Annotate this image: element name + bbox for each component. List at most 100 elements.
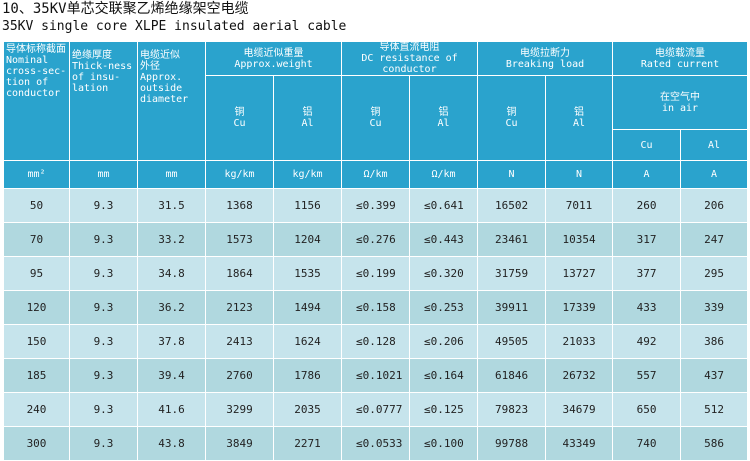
table-cell: 3849 (205, 426, 274, 461)
table-cell: ≤0.125 (408, 392, 479, 427)
table-cell: 31.5 (137, 188, 206, 223)
breaking-cu-header: 铜 Cu (477, 75, 547, 161)
table-cell: 70 (3, 222, 70, 257)
table-cell: ≤0.253 (408, 290, 479, 325)
unit-cell: mm² (3, 160, 70, 189)
table-cell: 492 (612, 324, 682, 359)
table-cell: 586 (680, 426, 749, 461)
table-cell: 9.3 (69, 188, 138, 223)
table-cell: ≤0.199 (341, 256, 410, 291)
table-cell: 31759 (477, 256, 547, 291)
table-cell: 43349 (545, 426, 614, 461)
table-cell: 437 (680, 358, 749, 393)
table-cell: 2760 (205, 358, 274, 393)
table-cell: 557 (612, 358, 682, 393)
table-cell: 2413 (205, 324, 274, 359)
table-cell: 1368 (205, 188, 274, 223)
table-cell: 1573 (205, 222, 274, 257)
table-cell: ≤0.443 (408, 222, 479, 257)
table-cell: 49505 (477, 324, 547, 359)
table-cell: 386 (680, 324, 749, 359)
table-cell: 39.4 (137, 358, 206, 393)
current-cu-header: Cu (612, 129, 682, 161)
resistance-cu-header: 铜 Cu (341, 75, 410, 161)
unit-cell: kg/km (205, 160, 274, 189)
table-cell: 650 (612, 392, 682, 427)
unit-cell: Ω/km (341, 160, 410, 189)
resistance-al-header: 铝 Al (408, 75, 479, 161)
table-cell: 295 (680, 256, 749, 291)
breaking-load-header: 电缆拉断力 Breaking load (477, 41, 614, 76)
table-cell: 260 (612, 188, 682, 223)
table-cell: ≤0.641 (408, 188, 479, 223)
table-cell: 34679 (545, 392, 614, 427)
table-cell: ≤0.164 (408, 358, 479, 393)
unit-cell: kg/km (273, 160, 342, 189)
in-air-header: 在空气中 in air (612, 75, 749, 130)
table-cell: ≤0.320 (408, 256, 479, 291)
table-cell: 2035 (273, 392, 342, 427)
page-subtitle: 35KV single core XLPE insulated aerial c… (2, 19, 347, 34)
table-cell: 33.2 (137, 222, 206, 257)
table-cell: 1624 (273, 324, 342, 359)
table-cell: 317 (612, 222, 682, 257)
unit-cell: A (680, 160, 749, 189)
unit-cell: mm (69, 160, 138, 189)
outside-diameter-header: 电缆近似 外径 Approx. outside diameter (137, 41, 206, 161)
table-cell: 3299 (205, 392, 274, 427)
table-cell: 740 (612, 426, 682, 461)
table-cell: 34.8 (137, 256, 206, 291)
table-cell: ≤0.128 (341, 324, 410, 359)
table-row: 240 9.3 41.6 3299 2035 ≤0.0777 ≤0.125 79823 3467… (3, 392, 749, 427)
table-cell: ≤0.158 (341, 290, 410, 325)
table-cell: 17339 (545, 290, 614, 325)
current-al-header: Al (680, 129, 749, 161)
cable-spec-table: 导体标称截面 Nominal cross-sec- tion of conduc… (3, 41, 749, 461)
table-body: 50 9.3 31.5 1368 1156 ≤0.399 ≤0.641 16502 7011 26… (3, 188, 749, 461)
table-cell: 433 (612, 290, 682, 325)
table-row: 150 9.3 37.8 2413 1624 ≤0.128 ≤0.206 49505 21033… (3, 324, 749, 359)
units-row: mm² mm mm kg/km kg/km Ω/km Ω/km N N A A (3, 160, 749, 189)
table-cell: 339 (680, 290, 749, 325)
table-cell: 120 (3, 290, 70, 325)
table-cell: 206 (680, 188, 749, 223)
approx-weight-header: 电缆近似重量 Approx.weight (205, 41, 342, 76)
unit-cell: N (477, 160, 547, 189)
dc-resistance-header: 导体直流电阻 DC resistance of conductor (340, 41, 479, 76)
table-cell: 9.3 (69, 358, 138, 393)
table-cell: 2271 (273, 426, 342, 461)
table-cell: 99788 (477, 426, 547, 461)
table-cell: 16502 (477, 188, 547, 223)
rated-current-header: 电缆载流量 Rated current (612, 41, 749, 76)
table-cell: 50 (3, 188, 70, 223)
table-cell: 1156 (273, 188, 342, 223)
table-cell: 39911 (477, 290, 547, 325)
table-cell: 1786 (273, 358, 342, 393)
table-cell: 9.3 (69, 290, 138, 325)
table-cell: 43.8 (137, 426, 206, 461)
table-cell: ≤0.0533 (341, 426, 410, 461)
table-cell: ≤0.206 (408, 324, 479, 359)
table-row: 300 9.3 43.8 3849 2271 ≤0.0533 ≤0.100 99788 4334… (3, 426, 749, 461)
table-cell: 240 (3, 392, 70, 427)
insulation-thickness-header: 绝缘厚度 Thick-ness of insu- lation (69, 41, 138, 161)
table-cell: 2123 (205, 290, 274, 325)
table-cell: 9.3 (69, 392, 138, 427)
weight-al-header: 铝 Al (273, 75, 342, 161)
table-cell: 36.2 (137, 290, 206, 325)
table-cell: 10354 (545, 222, 614, 257)
table-cell: ≤0.0777 (341, 392, 410, 427)
table-cell: 9.3 (69, 256, 138, 291)
table-row: 120 9.3 36.2 2123 1494 ≤0.158 ≤0.253 39911 17339… (3, 290, 749, 325)
table-cell: 1535 (273, 256, 342, 291)
unit-cell: Ω/km (408, 160, 479, 189)
table-row: 185 9.3 39.4 2760 1786 ≤0.1021 ≤0.164 61846 2673… (3, 358, 749, 393)
table-cell: ≤0.100 (408, 426, 479, 461)
table-cell: 7011 (545, 188, 614, 223)
nominal-section-header: 导体标称截面 Nominal cross-sec- tion of conduc… (3, 41, 70, 161)
table-cell: 9.3 (69, 426, 138, 461)
table-cell: 95 (3, 256, 70, 291)
table-row: 70 9.3 33.2 1573 1204 ≤0.276 ≤0.443 23461 10354 3… (3, 222, 749, 257)
table-cell: ≤0.399 (341, 188, 410, 223)
unit-cell: A (612, 160, 682, 189)
